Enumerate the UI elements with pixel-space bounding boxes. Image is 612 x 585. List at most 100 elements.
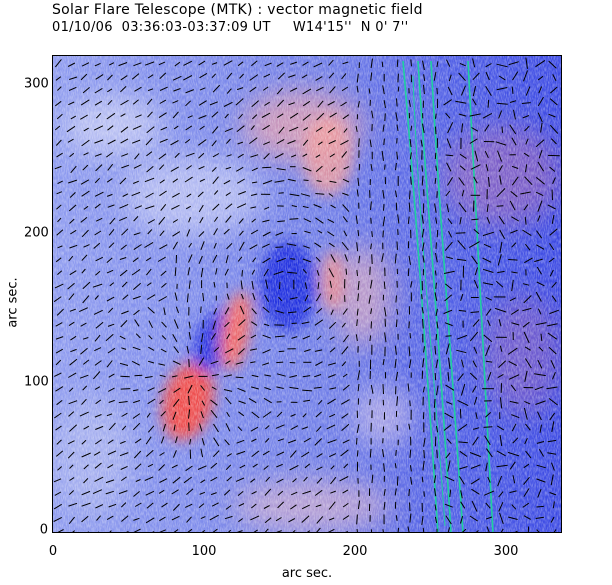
field-vector: [94, 87, 103, 94]
field-vector: [551, 214, 555, 224]
field-vector: [210, 492, 217, 496]
field-vector: [54, 125, 61, 131]
field-vector: [56, 204, 62, 210]
field-vector: [482, 268, 494, 273]
field-vector: [409, 400, 411, 407]
field-vector: [225, 192, 231, 197]
field-vector: [81, 229, 89, 238]
field-vector: [184, 375, 194, 379]
field-vector: [357, 383, 360, 392]
field-vector: [525, 450, 532, 459]
field-vector: [446, 256, 453, 260]
field-vector: [120, 375, 130, 378]
field-vector: [160, 436, 165, 444]
field-vector: [148, 346, 155, 351]
field-vector: [551, 421, 555, 432]
field-vector: [171, 489, 179, 495]
field-vector: [513, 109, 516, 120]
field-vector: [200, 385, 205, 391]
field-vector: [93, 451, 101, 456]
field-vector: [341, 423, 350, 431]
field-vector: [523, 70, 528, 82]
field-vector: [549, 309, 559, 315]
field-vector: [550, 138, 557, 145]
field-vector: [160, 126, 168, 131]
field-vector: [81, 268, 86, 274]
field-vector: [290, 154, 297, 158]
field-vector: [276, 451, 285, 456]
field-vector: [226, 88, 232, 94]
field-vector: [79, 374, 89, 379]
field-vector: [158, 164, 165, 170]
field-vector: [121, 228, 129, 236]
field-vector: [536, 505, 544, 508]
field-vector: [421, 294, 423, 300]
field-vector: [328, 268, 335, 278]
field-vector: [482, 257, 492, 263]
field-vector: [457, 423, 468, 432]
field-vector: [370, 308, 373, 314]
field-vector: [212, 176, 219, 185]
field-vector: [53, 296, 62, 303]
x-tick-label: 200: [342, 544, 368, 559]
field-vector: [172, 100, 179, 104]
field-vector: [147, 74, 154, 79]
field-vector: [445, 384, 455, 391]
field-vector: [225, 360, 231, 365]
field-vector: [120, 126, 129, 133]
field-vector: [70, 348, 77, 353]
field-vector: [446, 162, 452, 172]
field-vector: [83, 205, 89, 210]
field-vector: [471, 255, 478, 265]
field-vector: [94, 462, 102, 469]
field-vector: [95, 439, 102, 445]
field-vector: [133, 244, 142, 251]
field-vector: [250, 125, 255, 131]
field-vector: [356, 189, 359, 197]
field-vector: [371, 254, 373, 265]
field-vector: [549, 166, 556, 172]
field-vector: [302, 268, 307, 274]
field-vector: [226, 243, 233, 250]
field-vector: [69, 76, 78, 80]
field-vector: [262, 180, 273, 185]
field-vector: [313, 62, 323, 68]
field-vector: [460, 515, 464, 524]
field-vector: [198, 115, 207, 119]
field-vector: [460, 383, 466, 396]
field-vector: [108, 503, 117, 508]
field-vector: [53, 478, 62, 483]
field-vector: [119, 452, 129, 457]
field-vector: [251, 450, 260, 457]
field-vector: [499, 175, 502, 185]
field-vector: [80, 99, 90, 106]
field-vector: [510, 309, 519, 315]
field-vector: [249, 244, 258, 250]
field-vector: [422, 60, 425, 71]
field-vector: [146, 294, 156, 300]
noise-texture: [53, 56, 561, 532]
field-vector: [291, 491, 298, 496]
field-vector: [145, 257, 152, 262]
field-vector: [224, 515, 233, 520]
field-vector: [274, 153, 284, 159]
field-vector: [511, 216, 520, 222]
field-vector: [264, 374, 272, 377]
field-vector: [537, 200, 543, 212]
field-vector: [287, 178, 296, 182]
field-vector: [448, 74, 452, 82]
field-vector: [499, 229, 506, 239]
field-vector: [250, 206, 257, 209]
field-vector: [537, 488, 542, 498]
field-vector: [343, 463, 349, 469]
field-vector: [185, 465, 193, 472]
field-vector: [57, 270, 63, 275]
field-vector: [83, 425, 90, 430]
field-vector: [238, 241, 245, 251]
field-vector: [278, 192, 284, 194]
field-vector: [212, 203, 220, 211]
field-vector: [172, 241, 178, 250]
field-vector: [236, 87, 244, 91]
field-vector: [447, 372, 450, 382]
field-vector: [275, 424, 285, 429]
